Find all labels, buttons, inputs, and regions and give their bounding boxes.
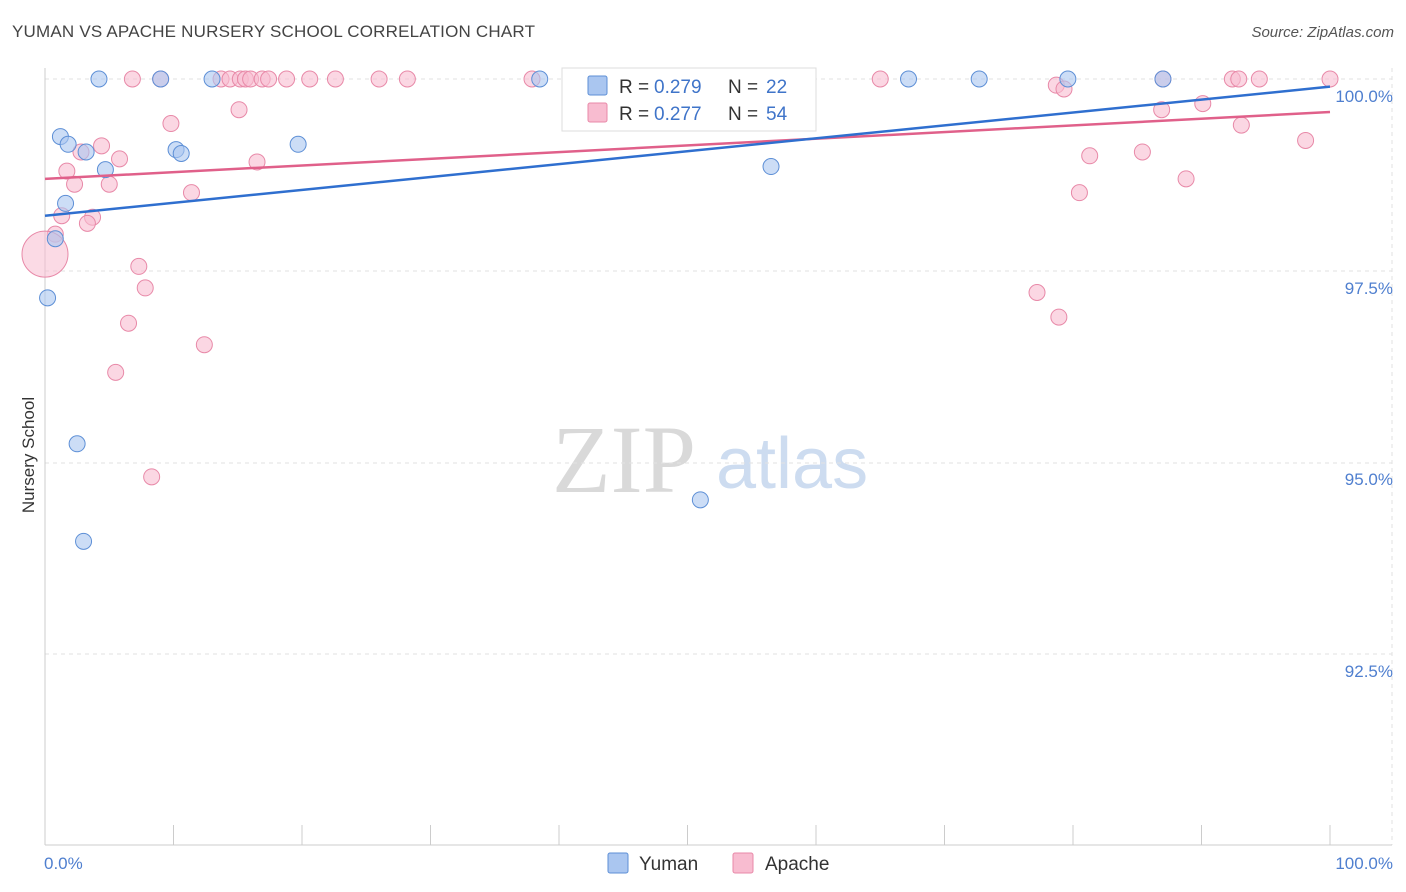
yuman-point-15 [762, 158, 780, 176]
apache-point-45 [130, 257, 148, 275]
yuman-point-12 [172, 144, 190, 162]
apache-point-47 [120, 314, 138, 332]
tick-labels: 100.0% 97.5% 95.0% 92.5% 0.0% 100.0% [44, 87, 1393, 873]
yuman-point-21 [691, 491, 709, 509]
yuman-point-14 [96, 161, 114, 179]
apache-point-49 [1050, 308, 1068, 326]
legend-n-label-apache: N = [728, 104, 758, 125]
apache-point-8 [260, 70, 278, 88]
legend-r-label-apache: R = [619, 104, 649, 125]
watermark-zip: ZIP [552, 406, 696, 513]
apache-point-25 [230, 101, 248, 119]
apache-point-37 [100, 175, 118, 193]
series-legend-swatch-apache [732, 852, 754, 874]
y-tick-label-1: 97.5% [1345, 279, 1393, 298]
series-legend-label-apache: Apache [765, 854, 829, 875]
apache-point-31 [1133, 143, 1151, 161]
apache-point-26 [162, 115, 180, 133]
apache-point-43 [78, 214, 96, 232]
stats-legend: R = 0.279 N = 22 R = 0.277 N = 54 [561, 67, 817, 132]
series-legend-swatch-yuman [607, 852, 629, 874]
source-credit: Source: ZipAtlas.com [1251, 24, 1394, 41]
chart-title: YUMAN VS APACHE NURSERY SCHOOL CORRELATI… [12, 22, 536, 41]
trend-lines [44, 85, 1331, 217]
apache-point-15 [871, 70, 889, 88]
yuman-point-0 [90, 70, 108, 88]
apache-point-40 [1070, 184, 1088, 202]
apache-point-10 [301, 70, 319, 88]
legend-swatch-yuman [587, 75, 608, 96]
apache-point-13 [398, 70, 416, 88]
apache-trend-line [44, 110, 1331, 181]
yuman-trend-line [44, 85, 1331, 217]
apache-point-46 [136, 279, 154, 297]
yuman-point-4 [900, 70, 918, 88]
apache-point-48 [1028, 284, 1046, 302]
x-tick-label-right: 100.0% [1335, 854, 1393, 873]
yuman-points [39, 70, 1172, 550]
watermark: ZIP atlas [552, 406, 868, 513]
apache-point-33 [111, 150, 129, 168]
apache-point-20 [1321, 70, 1339, 88]
apache-point-24 [1153, 101, 1171, 119]
apache-point-39 [182, 184, 200, 202]
y-tick-label-0: 100.0% [1335, 87, 1393, 106]
legend-n-value-apache: 54 [766, 104, 788, 125]
apache-point-28 [1297, 131, 1315, 149]
series-legend-label-yuman: Yuman [639, 854, 698, 875]
yuman-point-16 [57, 194, 75, 212]
yuman-point-17 [46, 230, 64, 248]
axes [44, 68, 1392, 846]
watermark-atlas: atlas [716, 424, 868, 504]
apache-point-18 [1230, 70, 1248, 88]
yuman-point-2 [203, 70, 221, 88]
apache-point-50 [195, 336, 213, 354]
series-legend: Yuman Apache [607, 852, 829, 875]
apache-point-51 [107, 363, 125, 381]
yuman-point-6 [1059, 70, 1077, 88]
legend-n-value-yuman: 22 [766, 77, 787, 98]
legend-swatch-apache [587, 102, 608, 123]
y-tick-label-2: 95.0% [1345, 470, 1393, 489]
yuman-point-3 [531, 70, 549, 88]
apache-point-32 [1081, 147, 1099, 165]
yuman-point-7 [1154, 70, 1172, 88]
legend-r-value-yuman: 0.279 [654, 77, 702, 98]
yuman-point-20 [75, 532, 93, 550]
apache-point-38 [1177, 170, 1195, 188]
apache-point-12 [370, 70, 388, 88]
apache-point-52 [143, 468, 161, 486]
yuman-point-18 [39, 289, 57, 307]
yuman-point-9 [59, 135, 77, 153]
apache-point-19 [1250, 70, 1268, 88]
legend-r-value-apache: 0.277 [654, 104, 702, 125]
x-tick-label-left: 0.0% [44, 854, 83, 873]
apache-point-11 [326, 70, 344, 88]
apache-point-27 [1232, 116, 1250, 134]
apache-point-0 [123, 70, 141, 88]
apache-point-9 [278, 70, 296, 88]
legend-n-label-yuman: N = [728, 77, 758, 98]
yuman-point-19 [68, 435, 86, 453]
y-axis-label: Nursery School [19, 397, 38, 513]
y-tick-label-3: 92.5% [1345, 662, 1393, 681]
legend-r-label-yuman: R = [619, 77, 649, 98]
yuman-point-5 [970, 70, 988, 88]
apache-point-34 [248, 153, 266, 171]
yuman-point-10 [77, 143, 95, 161]
apache-point-29 [93, 137, 111, 155]
yuman-point-13 [289, 135, 307, 153]
apache-point-35 [58, 162, 76, 180]
yuman-point-1 [152, 70, 170, 88]
